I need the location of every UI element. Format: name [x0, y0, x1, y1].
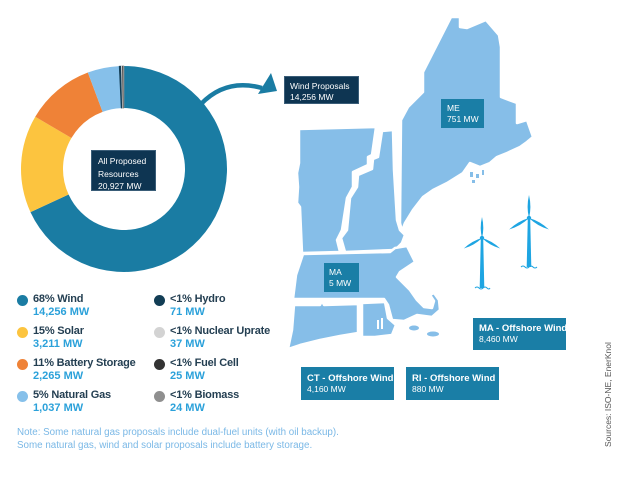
map-label-ct-offshore: CT - Offshore Wind 4,160 MW — [301, 367, 394, 400]
map-label-ri-offshore-title: RI - Offshore Wind — [412, 373, 496, 384]
legend-dot-icon — [17, 359, 28, 370]
donut-segment-battery-storage — [35, 72, 103, 139]
legend-label: <1% Hydro — [170, 293, 226, 305]
map-label-ma-offshore-value: 8,460 MW — [479, 334, 518, 344]
map-label-ma: MA 5 MW — [324, 263, 359, 292]
legend-value: 14,256 MW — [33, 306, 90, 318]
legend-item-biomass: <1% Biomass 24 MW — [154, 389, 305, 417]
state-rhode-island — [360, 300, 398, 339]
legend-dot-icon — [154, 391, 165, 402]
map-label-ma-offshore: MA - Offshore Wind 8,460 MW — [473, 318, 568, 350]
map-label-ct-offshore-value: 4,160 MW — [307, 384, 346, 394]
wind-turbine-icon — [463, 217, 501, 290]
donut-segment-wind — [30, 66, 227, 272]
legend-item-hydro: <1% Hydro 71 MW — [154, 293, 305, 321]
legend-value: 2,265 MW — [33, 370, 84, 382]
legend-label: 68% Wind — [33, 293, 84, 305]
arrow-curve — [199, 83, 263, 106]
legend-label: <1% Fuel Cell — [170, 357, 239, 369]
map-label-me-title: ME — [447, 103, 460, 113]
legend-value: 37 MW — [170, 338, 205, 350]
footnote: Note: Some natural gas proposals include… — [17, 426, 339, 452]
map-label-ri-offshore-value: 880 MW — [412, 384, 444, 394]
legend-label: 5% Natural Gas — [33, 389, 111, 401]
legend-dot-icon — [154, 327, 165, 338]
map-label-ct-offshore-title: CT - Offshore Wind — [307, 373, 394, 384]
legend-value: 71 MW — [170, 306, 205, 318]
sources-credit: Sources: ISO-NE, EnerKnol — [603, 342, 613, 447]
state-new-hampshire — [339, 128, 407, 254]
legend-item-solar: 15% Solar 3,211 MW — [17, 325, 168, 353]
donut-segments — [20, 65, 227, 272]
map-label-me-value: 751 MW — [447, 114, 479, 124]
donut-segment-natural-gas — [87, 66, 122, 112]
narragansett-bay — [377, 318, 383, 329]
map-label-ri-offshore: RI - Offshore Wind 880 MW — [406, 367, 499, 400]
wind-turbine-icon — [509, 195, 549, 269]
legend-dot-icon — [154, 295, 165, 306]
islands — [409, 170, 484, 337]
legend-label: 11% Battery Storage — [33, 357, 136, 369]
legend-label: <1% Biomass — [170, 389, 240, 401]
callout-value: 14,256 MW — [290, 92, 334, 102]
legend-value: 24 MW — [170, 402, 205, 414]
map-label-ma-value: 5 MW — [329, 278, 352, 288]
donut-center-label: All Proposed Resources 20,927 MW — [91, 150, 156, 191]
callout-title: Wind Proposals — [290, 81, 350, 91]
footnote-line1: Note: Some natural gas proposals include… — [17, 427, 339, 438]
legend-dot-icon — [17, 327, 28, 338]
footnote-line2: Some natural gas, wind and solar proposa… — [17, 440, 313, 451]
legend-dot-icon — [17, 295, 28, 306]
legend-value: 1,037 MW — [33, 402, 84, 414]
legend-item-nuclear-uprate: <1% Nuclear Uprate 37 MW — [154, 325, 305, 353]
legend-item-battery-storage: 11% Battery Storage 2,265 MW — [17, 357, 168, 385]
state-vermont — [295, 125, 378, 255]
legend-item-wind: 68% Wind 14,256 MW — [17, 293, 168, 321]
donut-segment-biomass — [122, 65, 125, 109]
center-label-total: 20,927 MW — [98, 181, 142, 191]
center-label-line1: All Proposed — [98, 156, 147, 166]
map-label-ma-title: MA — [329, 267, 342, 277]
legend-value: 25 MW — [170, 370, 205, 382]
arrow-head-icon — [258, 73, 277, 94]
legend-label: 15% Solar — [33, 325, 84, 337]
legend-item-natural-gas: 5% Natural Gas 1,037 MW — [17, 389, 168, 417]
donut-segment-solar — [20, 116, 72, 213]
center-label-line2: Resources — [98, 168, 139, 179]
legend-value: 3,211 MW — [33, 338, 83, 350]
legend-label: <1% Nuclear Uprate — [170, 325, 271, 337]
map-label-me: ME 751 MW — [441, 99, 484, 128]
state-connecticut — [286, 299, 360, 351]
legend-dot-icon — [154, 359, 165, 370]
wind-proposals-callout: Wind Proposals 14,256 MW — [284, 76, 359, 104]
legend-dot-icon — [17, 391, 28, 402]
map-label-ma-offshore-title: MA - Offshore Wind — [479, 323, 568, 334]
legend-item-fuel-cell: <1% Fuel Cell 25 MW — [154, 357, 305, 385]
